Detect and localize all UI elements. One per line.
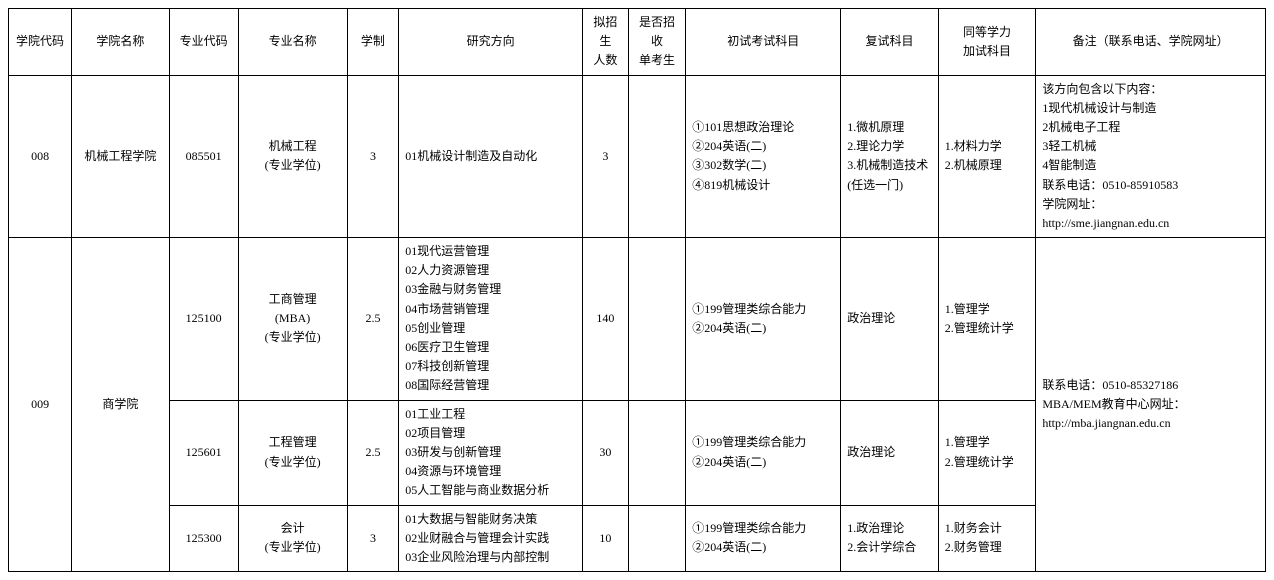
cell-initial-exam: ①199管理类综合能力 ②204英语(二)	[686, 238, 841, 401]
cell-direction: 01机械设计制造及自动化	[399, 75, 583, 238]
cell-major-name: 工商管理 (MBA) (专业学位)	[238, 238, 347, 401]
header-college-name: 学院名称	[72, 9, 170, 76]
cell-single-exam	[628, 238, 685, 401]
cell-additional: 1.管理学 2.管理统计学	[938, 400, 1036, 505]
cell-enrollment: 140	[582, 238, 628, 401]
cell-major-code: 125300	[169, 505, 238, 572]
cell-major-name: 会计 (专业学位)	[238, 505, 347, 572]
cell-duration: 2.5	[347, 400, 399, 505]
cell-retest: 政治理论	[841, 238, 939, 401]
table-row: 009 商学院 125100 工商管理 (MBA) (专业学位) 2.5 01现…	[9, 238, 1266, 401]
cell-college-name: 商学院	[72, 238, 170, 572]
cell-retest: 政治理论	[841, 400, 939, 505]
cell-single-exam	[628, 75, 685, 238]
header-retest: 复试科目	[841, 9, 939, 76]
cell-additional: 1.财务会计 2.财务管理	[938, 505, 1036, 572]
cell-major-name: 工程管理 (专业学位)	[238, 400, 347, 505]
cell-duration: 2.5	[347, 238, 399, 401]
table-row: 008 机械工程学院 085501 机械工程 (专业学位) 3 01机械设计制造…	[9, 75, 1266, 238]
cell-single-exam	[628, 400, 685, 505]
cell-college-name: 机械工程学院	[72, 75, 170, 238]
cell-major-name: 机械工程 (专业学位)	[238, 75, 347, 238]
header-enrollment: 拟招生 人数	[582, 9, 628, 76]
cell-major-code: 085501	[169, 75, 238, 238]
cell-direction: 01大数据与智能财务决策 02业财融合与管理会计实践 03企业风险治理与内部控制	[399, 505, 583, 572]
cell-note: 该方向包含以下内容： 1现代机械设计与制造 2机械电子工程 3轻工机械 4智能制…	[1036, 75, 1266, 238]
header-initial-exam: 初试考试科目	[686, 9, 841, 76]
header-additional: 同等学力 加试科目	[938, 9, 1036, 76]
cell-college-code: 008	[9, 75, 72, 238]
table-header-row: 学院代码 学院名称 专业代码 专业名称 学制 研究方向 拟招生 人数 是否招收 …	[9, 9, 1266, 76]
cell-major-code: 125601	[169, 400, 238, 505]
cell-retest: 1.政治理论 2.会计学综合	[841, 505, 939, 572]
header-duration: 学制	[347, 9, 399, 76]
cell-initial-exam: ①199管理类综合能力 ②204英语(二)	[686, 505, 841, 572]
cell-enrollment: 10	[582, 505, 628, 572]
header-single-exam: 是否招收 单考生	[628, 9, 685, 76]
cell-college-code: 009	[9, 238, 72, 572]
cell-additional: 1.管理学 2.管理统计学	[938, 238, 1036, 401]
cell-direction: 01现代运营管理 02人力资源管理 03金融与财务管理 04市场营销管理 05创…	[399, 238, 583, 401]
cell-major-code: 125100	[169, 238, 238, 401]
header-major-name: 专业名称	[238, 9, 347, 76]
header-college-code: 学院代码	[9, 9, 72, 76]
cell-initial-exam: ①101思想政治理论 ②204英语(二) ③302数学(二) ④819机械设计	[686, 75, 841, 238]
cell-retest: 1.微机原理 2.理论力学 3.机械制造技术 (任选一门)	[841, 75, 939, 238]
cell-note: 联系电话：0510-85327186 MBA/MEM教育中心网址： http:/…	[1036, 238, 1266, 572]
cell-additional: 1.材料力学 2.机械原理	[938, 75, 1036, 238]
cell-direction: 01工业工程 02项目管理 03研发与创新管理 04资源与环境管理 05人工智能…	[399, 400, 583, 505]
cell-duration: 3	[347, 75, 399, 238]
header-direction: 研究方向	[399, 9, 583, 76]
cell-initial-exam: ①199管理类综合能力 ②204英语(二)	[686, 400, 841, 505]
header-note: 备注（联系电话、学院网址）	[1036, 9, 1266, 76]
header-major-code: 专业代码	[169, 9, 238, 76]
admissions-table: 学院代码 学院名称 专业代码 专业名称 学制 研究方向 拟招生 人数 是否招收 …	[8, 8, 1266, 572]
cell-duration: 3	[347, 505, 399, 572]
cell-enrollment: 30	[582, 400, 628, 505]
cell-single-exam	[628, 505, 685, 572]
cell-enrollment: 3	[582, 75, 628, 238]
